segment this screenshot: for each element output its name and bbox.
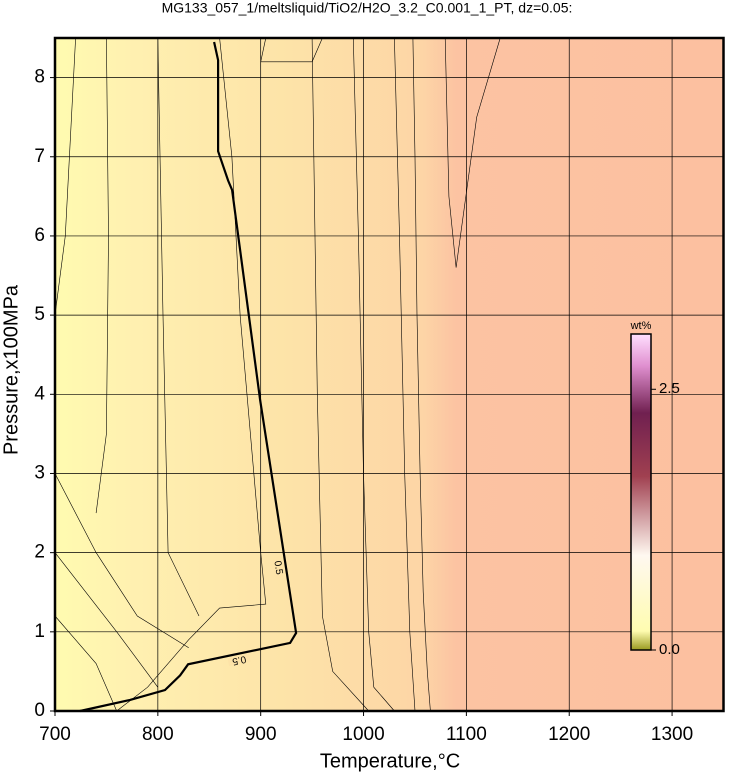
y-tick-label: 4 — [34, 383, 45, 404]
labeled-contour-line — [79, 41, 298, 713]
x-tick-label: 700 — [39, 724, 71, 745]
colorbar-tick-label: 2.5 — [659, 380, 680, 397]
x-tick-label: 900 — [245, 724, 277, 745]
contour-line — [157, 37, 200, 617]
contour-label-bg — [227, 653, 251, 667]
colorbar — [630, 333, 652, 651]
chart-title: MG133_057_1/meltsliquid/TiO2/H2O_3.2_C0.… — [162, 0, 573, 16]
contour-line — [311, 37, 369, 712]
contour-line — [260, 37, 323, 63]
contour-line — [444, 37, 501, 268]
x-tick-label: 1300 — [651, 724, 693, 745]
y-tick-label: 8 — [34, 67, 45, 88]
colorbar-title: wt% — [630, 320, 652, 332]
x-tick-label: 1000 — [342, 724, 384, 745]
y-tick-label: 5 — [34, 304, 45, 325]
x-tick-label: 800 — [142, 724, 174, 745]
x-tick-label: 1200 — [548, 724, 590, 745]
y-tick-label: 7 — [34, 146, 45, 167]
plot-background — [55, 38, 724, 711]
colorbar-tick-label: 0.0 — [659, 641, 680, 658]
y-tick-label: 6 — [34, 225, 45, 246]
y-axis-label: Pressure,x100MPa — [0, 284, 22, 455]
plot-frame — [53, 36, 725, 713]
y-tick-label: 3 — [34, 462, 45, 483]
x-axis-label: Temperature,°C — [320, 750, 460, 772]
y-tick-label: 0 — [34, 700, 45, 721]
contour-label: 0.5 — [271, 560, 284, 576]
y-tick-label: 2 — [34, 542, 45, 563]
y-tick-label: 1 — [34, 621, 45, 642]
contour-label-bg — [272, 556, 284, 580]
contour-label: 0.5 — [231, 653, 247, 667]
x-tick-label: 1100 — [446, 724, 487, 745]
